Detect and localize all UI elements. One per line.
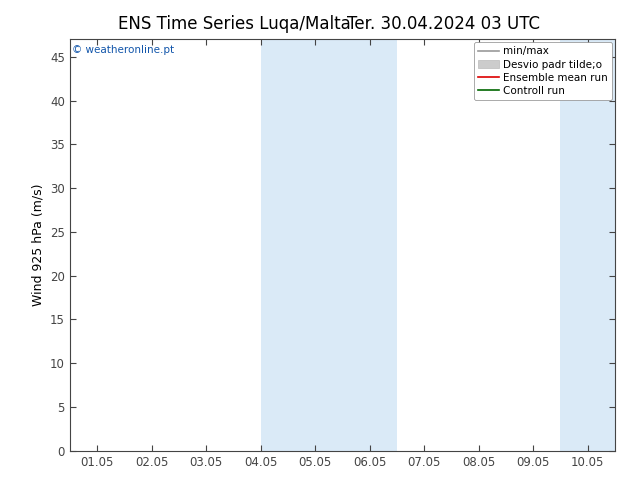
Text: © weatheronline.pt: © weatheronline.pt	[72, 46, 174, 55]
Y-axis label: Wind 925 hPa (m/s): Wind 925 hPa (m/s)	[32, 184, 44, 306]
Text: ENS Time Series Luqa/Malta: ENS Time Series Luqa/Malta	[118, 15, 351, 33]
Bar	[560, 39, 615, 451]
Legend: min/max, Desvio padr tilde;o, Ensemble mean run, Controll run: min/max, Desvio padr tilde;o, Ensemble m…	[474, 42, 612, 100]
Bar	[261, 39, 397, 451]
Text: Ter. 30.04.2024 03 UTC: Ter. 30.04.2024 03 UTC	[347, 15, 540, 33]
